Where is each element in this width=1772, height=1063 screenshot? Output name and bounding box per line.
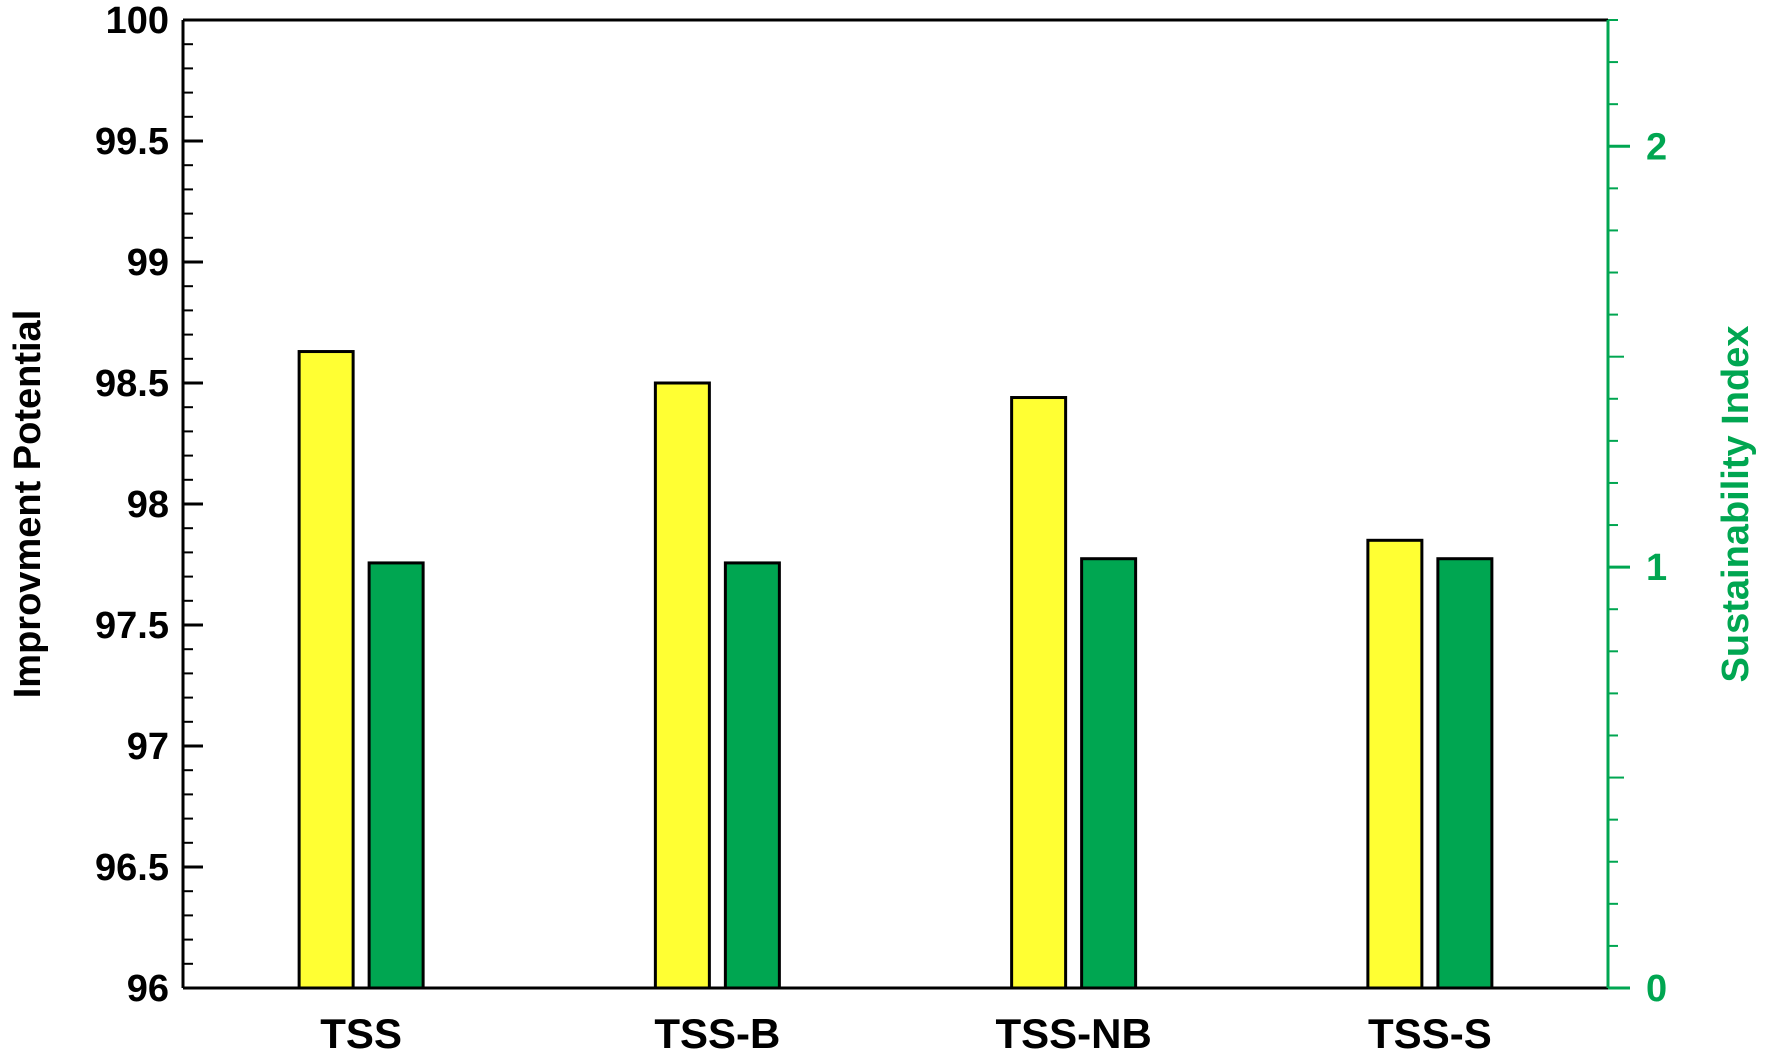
bar-tss-improvement <box>297 350 355 990</box>
category-labels: TSS TSS-B TSS-NB TSS-S <box>320 1010 1491 1057</box>
right-axis: 0 1 2 <box>1608 19 1667 1010</box>
left-axis: 96 96.5 97 97.5 98 98.5 99 99.5 100 <box>95 0 203 1010</box>
bar-tss-sustainability <box>367 561 425 990</box>
category-label: TSS-NB <box>995 1010 1151 1057</box>
left-tick-label: 97.5 <box>95 605 169 647</box>
right-tick-label: 0 <box>1646 968 1667 1010</box>
category-label: TSS-B <box>654 1010 780 1057</box>
bar-tss-s-improvement <box>1366 538 1424 990</box>
bar-tss-nb-improvement <box>1010 396 1068 990</box>
category-label: TSS-S <box>1368 1010 1492 1057</box>
left-tick-label: 100 <box>106 0 169 42</box>
bar-tss-b-sustainability <box>723 561 781 990</box>
bar-tss-b-improvement <box>653 381 711 990</box>
left-axis-title: Improvment Potential <box>7 310 49 699</box>
left-tick-label: 96 <box>127 968 169 1010</box>
right-tick-label: 1 <box>1646 547 1667 589</box>
left-tick-label: 98.5 <box>95 363 169 405</box>
bars <box>297 350 1494 990</box>
left-tick-label: 98 <box>127 484 169 526</box>
right-tick-label: 2 <box>1646 126 1667 168</box>
bar-tss-nb-sustainability <box>1080 557 1138 990</box>
category-label: TSS <box>320 1010 402 1057</box>
bar-tss-s-sustainability <box>1436 557 1494 990</box>
left-tick-label: 99.5 <box>95 121 169 163</box>
right-axis-title: Sustainability Index <box>1715 326 1757 683</box>
left-tick-label: 99 <box>127 242 169 284</box>
left-tick-label: 97 <box>127 726 169 768</box>
left-tick-label: 96.5 <box>95 847 169 889</box>
